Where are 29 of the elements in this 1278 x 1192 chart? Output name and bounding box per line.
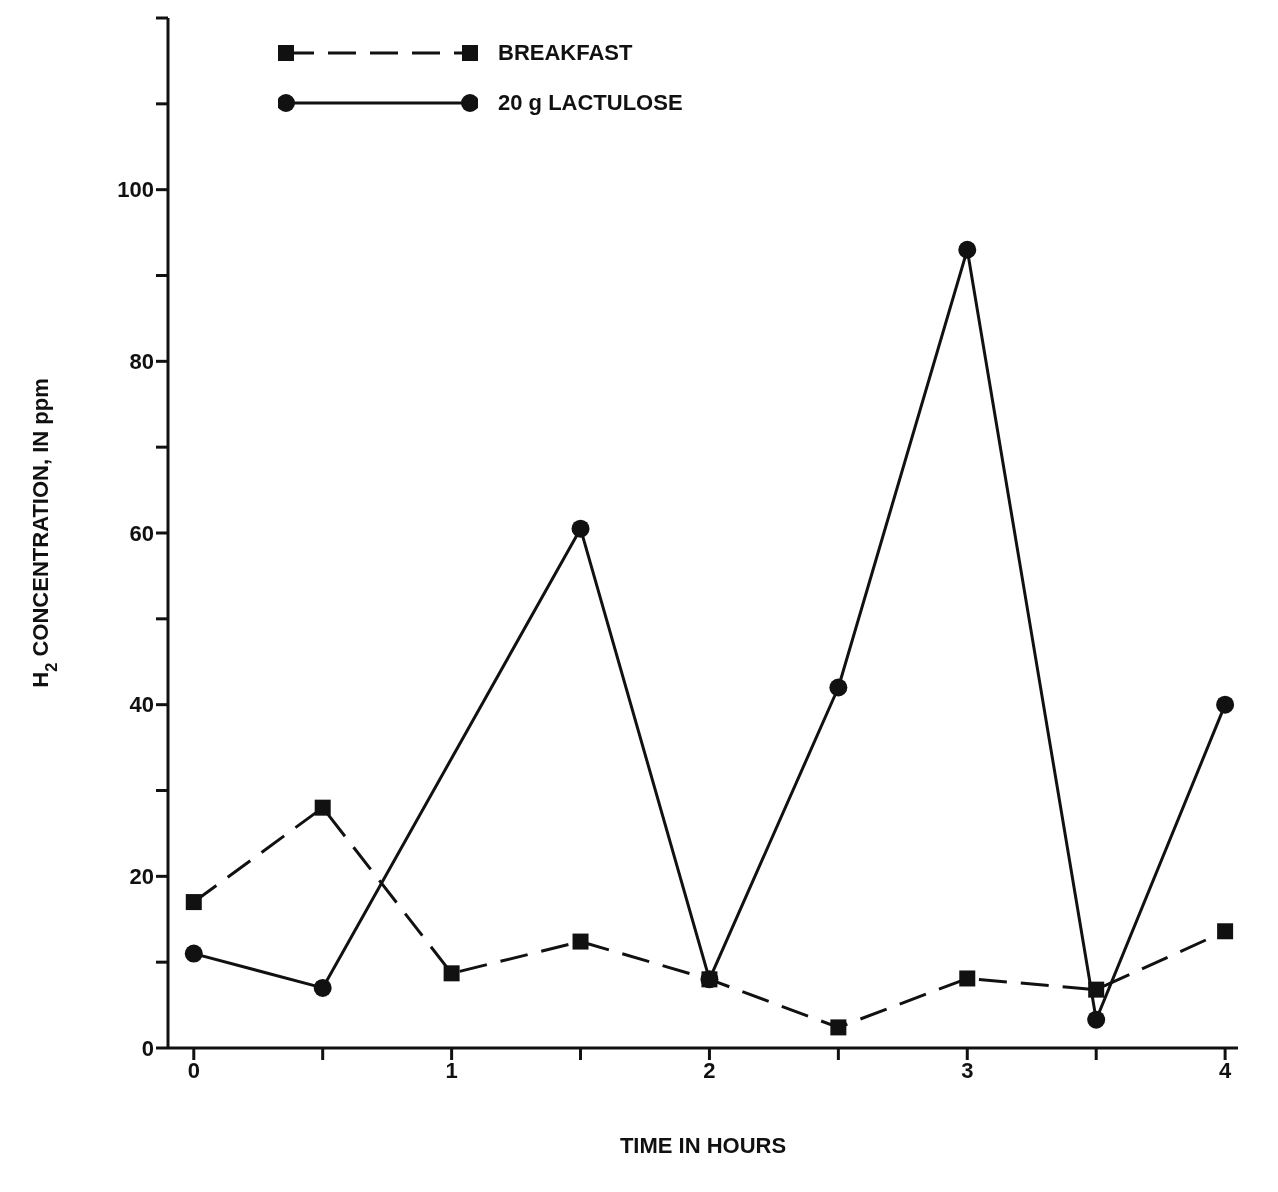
x-tick-label: 3: [961, 1057, 974, 1083]
point: [959, 970, 976, 987]
point: [185, 894, 202, 911]
point: [958, 240, 977, 259]
x-tick-label: 4: [1218, 1057, 1232, 1083]
x-axis-title: TIME IN HOURS: [619, 1133, 787, 1158]
point: [829, 678, 848, 697]
x-tick-label: 1: [445, 1057, 458, 1083]
point: [1217, 923, 1234, 940]
y-tick-label: 100: [117, 177, 154, 203]
point: [1088, 981, 1105, 998]
legend-label: BREAKFAST: [498, 40, 633, 66]
y-tick-label: 0: [141, 1035, 154, 1061]
y-tick-label: 80: [129, 349, 154, 375]
point: [443, 965, 460, 982]
y-tick-label: 40: [129, 692, 154, 718]
point: [830, 1019, 847, 1036]
point: [314, 799, 331, 816]
point: [1216, 695, 1235, 714]
y-tick-label: 60: [129, 520, 154, 546]
point: [572, 933, 589, 950]
point: [1087, 1010, 1106, 1029]
x-tick-label: 0: [187, 1057, 200, 1083]
legend-label: 20 g LACTULOSE: [498, 90, 683, 116]
y-tick-label: 20: [129, 864, 154, 890]
x-tick-label: 2: [703, 1057, 716, 1083]
point: [313, 978, 332, 997]
point: [184, 944, 203, 963]
point: [571, 519, 590, 538]
